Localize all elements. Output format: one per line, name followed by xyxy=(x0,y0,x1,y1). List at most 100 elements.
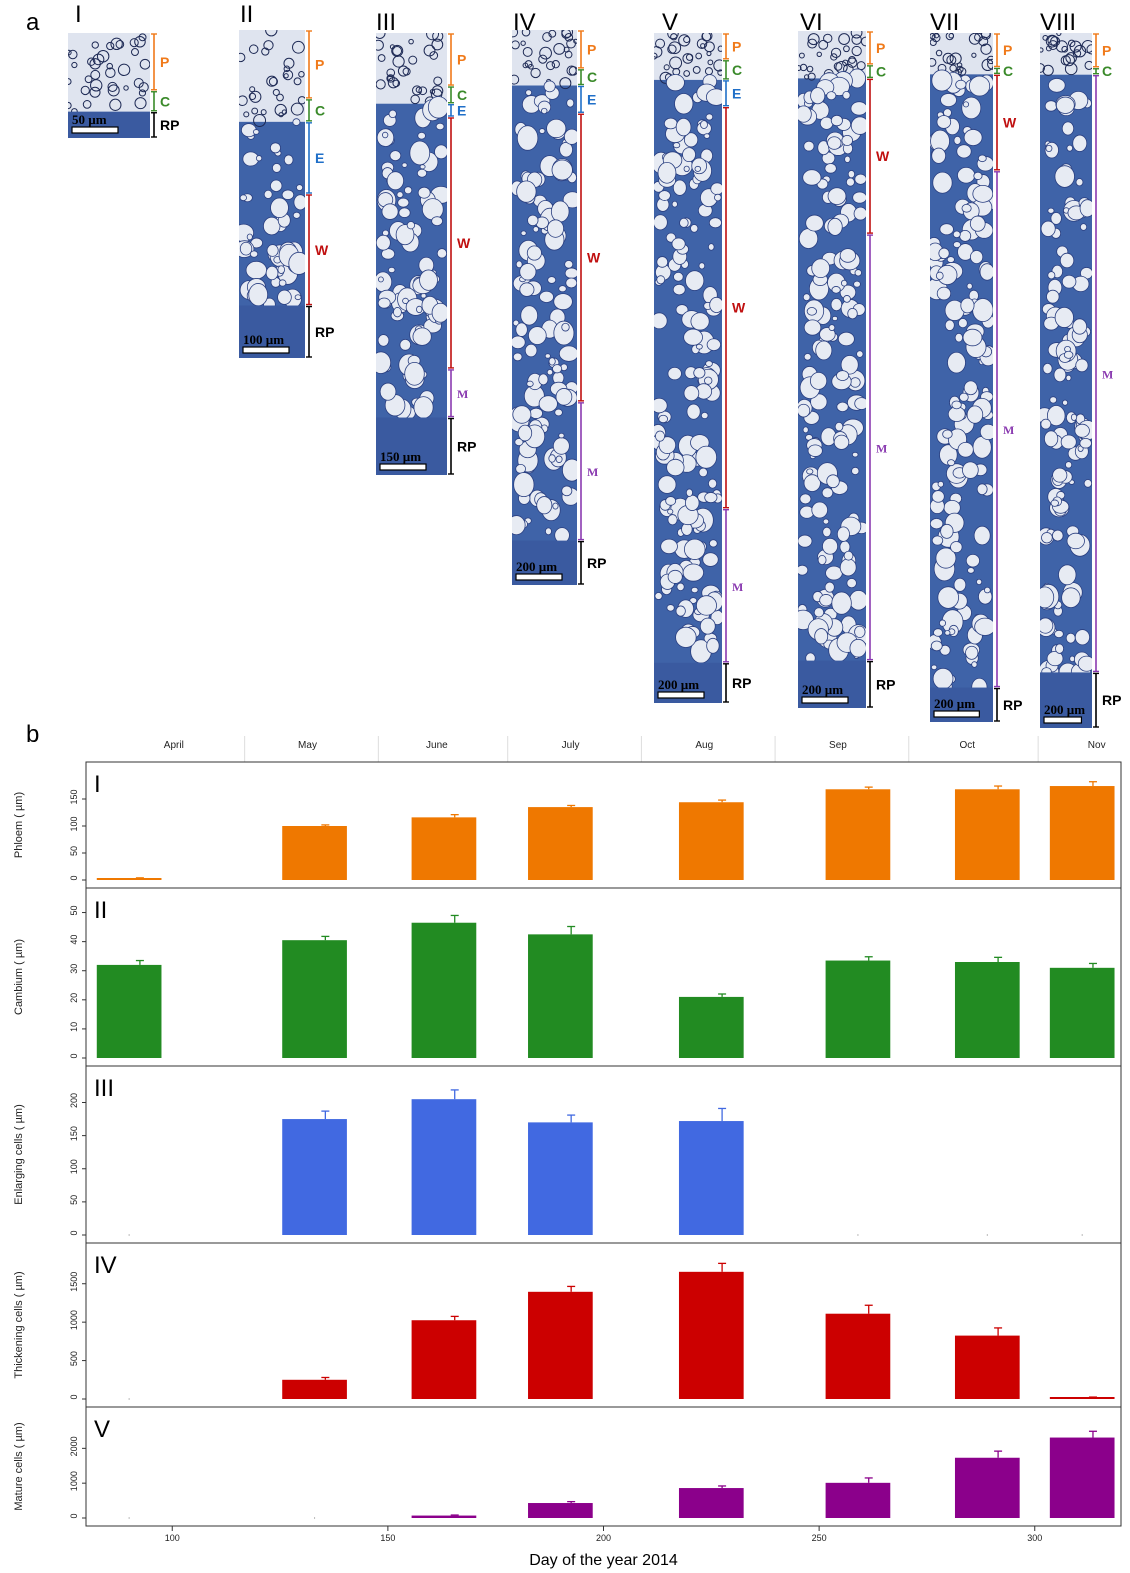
vessel xyxy=(658,436,677,454)
vessel xyxy=(930,640,943,652)
micrograph-V: V 200 µm PCE W M RP xyxy=(654,9,751,703)
y-tick-label: 100 xyxy=(69,816,79,831)
vessel xyxy=(839,248,856,263)
phloem-cell xyxy=(933,33,940,39)
zone-label-M: M xyxy=(587,465,598,479)
vessel xyxy=(947,459,956,467)
vessel xyxy=(814,628,829,645)
zone-label-P: P xyxy=(876,40,885,56)
vessel xyxy=(700,411,709,420)
panel-roman-III: III xyxy=(94,1075,114,1102)
vessel xyxy=(972,298,993,323)
zone-label-W: W xyxy=(315,242,329,258)
y-tick-label: 20 xyxy=(69,993,79,1003)
vessel xyxy=(805,214,824,232)
vessel xyxy=(1053,367,1067,383)
vessel xyxy=(1079,437,1092,449)
phloem-cell xyxy=(248,92,257,101)
phloem-cell xyxy=(528,63,534,70)
vessel xyxy=(798,403,811,418)
vessel xyxy=(846,578,857,589)
sample-label-VI: VI xyxy=(800,9,823,36)
vessel xyxy=(547,276,557,284)
vessel xyxy=(824,163,837,174)
vessel xyxy=(1042,363,1053,375)
phloem-cell xyxy=(298,71,305,78)
scale-bar-label: 50 µm xyxy=(72,112,107,127)
vessel xyxy=(538,128,546,134)
phloem-cell xyxy=(566,65,577,76)
phloem-cell xyxy=(717,45,722,52)
vessel xyxy=(564,267,577,279)
phloem-cell xyxy=(668,41,682,55)
vessel xyxy=(803,474,821,492)
vessel xyxy=(850,116,866,135)
phloem-cell xyxy=(109,98,122,111)
scale-bar-label: 100 µm xyxy=(243,332,284,347)
vessel xyxy=(397,197,410,208)
vessel xyxy=(965,645,979,660)
vessel xyxy=(950,541,963,553)
vessel xyxy=(682,147,696,163)
vessel xyxy=(555,455,563,463)
bar xyxy=(1049,1437,1115,1518)
vessel xyxy=(1054,165,1075,188)
phloem-cell xyxy=(842,59,849,67)
vessel xyxy=(930,664,938,671)
vessel xyxy=(684,538,706,560)
zone-label-P: P xyxy=(587,41,596,57)
vessel xyxy=(837,331,855,347)
phloem-cell xyxy=(692,66,701,74)
empty-marker xyxy=(128,1398,130,1400)
phloem-cell xyxy=(117,63,131,77)
vessel xyxy=(1065,374,1072,382)
vessel xyxy=(529,407,543,419)
vessel xyxy=(263,216,281,236)
vessel xyxy=(663,117,678,130)
bar xyxy=(282,1379,347,1399)
vessel xyxy=(402,297,409,304)
vessel xyxy=(558,345,577,362)
phloem-cell xyxy=(107,81,118,92)
phloem-cell xyxy=(243,111,250,118)
vessel xyxy=(671,200,678,208)
vessel xyxy=(672,179,687,196)
phloem-cell xyxy=(387,77,399,89)
bar xyxy=(678,996,744,1058)
vessel xyxy=(811,501,829,519)
vessel xyxy=(263,189,273,199)
vessel xyxy=(699,617,716,635)
phloem-cell xyxy=(847,57,858,68)
phloem-cell xyxy=(546,61,556,71)
bar xyxy=(825,1482,891,1518)
chart-panel-I: I 0 50 100 150 Phloem ( µm) xyxy=(13,761,1122,889)
vessel xyxy=(658,414,668,424)
vessel xyxy=(976,483,988,496)
y-axis-label: Enlarging cells ( µm) xyxy=(13,1104,25,1204)
vessel xyxy=(524,343,538,358)
vessel xyxy=(248,283,269,307)
zone-label-P: P xyxy=(732,38,741,54)
phloem-cell xyxy=(851,34,862,45)
vessel xyxy=(695,445,718,469)
bar xyxy=(954,1457,1020,1518)
phloem-cell xyxy=(249,86,256,93)
vessel xyxy=(847,307,858,320)
vessel xyxy=(693,367,706,379)
vessel xyxy=(532,226,540,233)
phloem-cell xyxy=(696,38,708,49)
vessel xyxy=(420,293,427,299)
y-tick-label: 1000 xyxy=(69,1471,79,1491)
vessel xyxy=(936,286,952,301)
scale-bar-label: 150 µm xyxy=(380,449,421,464)
chart-panel-III: III 0 50 100 150 200 Enlarging cells ( µm) xyxy=(13,1065,1122,1244)
vessel xyxy=(840,279,848,287)
phloem-cell xyxy=(431,38,444,51)
vessel xyxy=(841,135,853,146)
vessel xyxy=(404,361,425,386)
phloem-cell xyxy=(930,38,937,47)
empty-marker xyxy=(313,1517,316,1519)
vessel xyxy=(1052,467,1068,483)
vessel xyxy=(1074,629,1090,646)
x-axis: 100 150 200 250 300 Day of the year 2014 xyxy=(165,1526,1042,1569)
